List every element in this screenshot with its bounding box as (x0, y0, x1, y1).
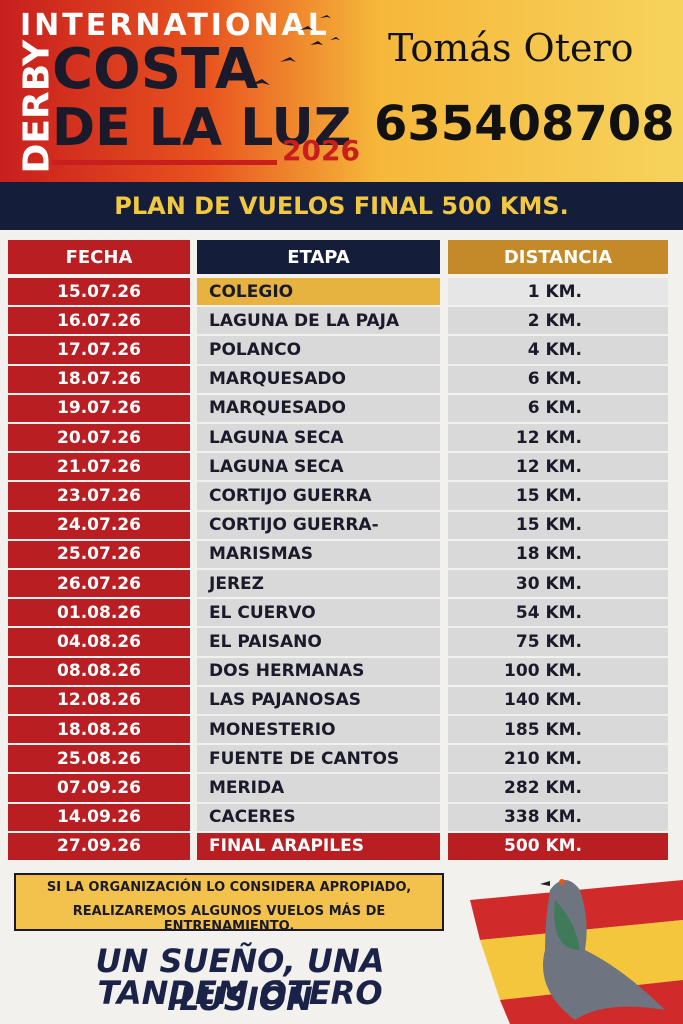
header-bg (0, 0, 683, 182)
date: 17.07.26 (8, 336, 190, 364)
date: 15.07.26 (8, 278, 190, 306)
date: 14.09.26 (8, 803, 190, 831)
distance: 75 KM. (448, 628, 668, 656)
stage: POLANCO (197, 336, 440, 364)
distance: 6 KM. (448, 365, 668, 393)
stage: MONESTERIO (197, 716, 440, 744)
date: 08.08.26 (8, 657, 190, 685)
date: 04.08.26 (8, 628, 190, 656)
stage: LAGUNA DE LA PAJA (197, 307, 440, 335)
distance: 2 KM. (448, 307, 668, 335)
date: 25.07.26 (8, 540, 190, 568)
stage: JEREZ (197, 570, 440, 598)
year: 2026 (282, 134, 360, 167)
date: 07.09.26 (8, 774, 190, 802)
stage: FUENTE DE CANTOS (197, 745, 440, 773)
date: 26.07.26 (8, 570, 190, 598)
column-header: FECHA (8, 240, 190, 274)
stage: EL CUERVO (197, 599, 440, 627)
stage: FINAL ARAPILES (197, 832, 440, 860)
stage: MARQUESADO (197, 365, 440, 393)
date: 18.07.26 (8, 365, 190, 393)
distance: 15 KM. (448, 482, 668, 510)
distance: 12 KM. (448, 453, 668, 481)
date: 16.07.26 (8, 307, 190, 335)
distance: 18 KM. (448, 540, 668, 568)
date: 24.07.26 (8, 511, 190, 539)
distance: 100 KM. (448, 657, 668, 685)
stage: CORTIJO GUERRA- (197, 511, 440, 539)
slogan-line: UN SUEÑO, UNA ILUSIÓN (95, 942, 385, 1018)
column-header: DISTANCIA (448, 240, 668, 274)
stage: MERIDA (197, 774, 440, 802)
distance: 500 KM. (448, 832, 668, 860)
stage: MARQUESADO (197, 394, 440, 422)
phone: 635408708 (374, 96, 675, 152)
distance: 185 KM. (448, 716, 668, 744)
stage: CACERES (197, 803, 440, 831)
stage: LAGUNA SECA (197, 424, 440, 452)
date: 12.08.26 (8, 686, 190, 714)
stage: CORTIJO GUERRA (197, 482, 440, 510)
date: 27.09.26 (8, 832, 190, 860)
date: 23.07.26 (8, 482, 190, 510)
brand-top: INTERNATIONAL (20, 8, 330, 43)
brand-line2: DE LA LUZ (52, 98, 352, 158)
stage: MARISMAS (197, 540, 440, 568)
date: 25.08.26 (8, 745, 190, 773)
date: 21.07.26 (8, 453, 190, 481)
owner: Tomás Otero (388, 26, 634, 70)
note-line: SI LA ORGANIZACIÓN LO CONSIDERA APROPIAD… (46, 880, 412, 895)
birds (250, 15, 340, 85)
distance: 30 KM. (448, 570, 668, 598)
distance: 15 KM. (448, 511, 668, 539)
distance: 4 KM. (448, 336, 668, 364)
distance: 282 KM. (448, 774, 668, 802)
stage: COLEGIO (197, 278, 440, 306)
banner: PLAN DE VUELOS FINAL 500 KMS. (114, 192, 569, 220)
note-line: REALIZAREMOS ALGUNOS VUELOS MÁS DE ENTRE… (72, 904, 386, 934)
distance: 338 KM. (448, 803, 668, 831)
date: 18.08.26 (8, 716, 190, 744)
distance: 6 KM. (448, 394, 668, 422)
distance: 12 KM. (448, 424, 668, 452)
stage: LAS PAJANOSAS (197, 686, 440, 714)
column-header: ETAPA (197, 240, 440, 274)
distance: 140 KM. (448, 686, 668, 714)
banner-bg (0, 182, 683, 230)
pigeon-art (470, 879, 683, 1024)
distance: 210 KM. (448, 745, 668, 773)
stage: EL PAISANO (197, 628, 440, 656)
date: 20.07.26 (8, 424, 190, 452)
stage: LAGUNA SECA (197, 453, 440, 481)
slogan-line: TANDEM OTERO (97, 974, 383, 1012)
note-box (14, 873, 444, 931)
brand-line1: COSTA (52, 37, 259, 102)
distance: 1 KM. (448, 278, 668, 306)
date: 01.08.26 (8, 599, 190, 627)
distance: 54 KM. (448, 599, 668, 627)
underline (52, 160, 277, 165)
date: 19.07.26 (8, 394, 190, 422)
stage: DOS HERMANAS (197, 657, 440, 685)
